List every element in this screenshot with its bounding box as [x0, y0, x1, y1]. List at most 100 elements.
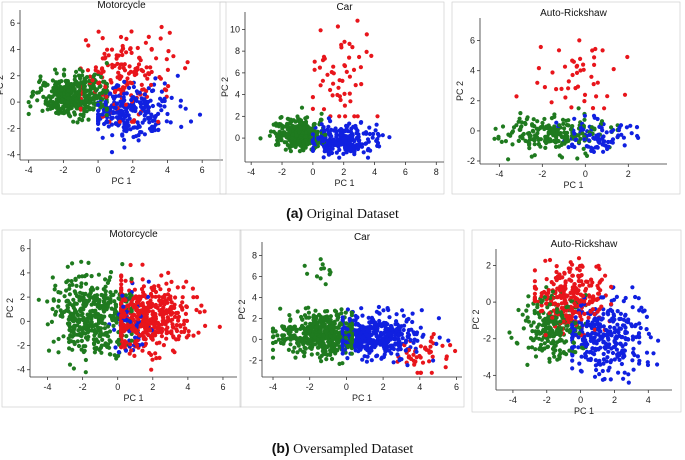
data-point-green [516, 307, 521, 313]
data-point-red [590, 106, 596, 111]
data-point-green [284, 135, 289, 140]
data-point-green [77, 298, 83, 303]
data-point-blue [392, 337, 397, 342]
data-point-blue [606, 368, 611, 373]
data-point-red [539, 294, 544, 299]
data-point-blue [122, 79, 127, 84]
data-point-green [287, 313, 292, 318]
data-point-red [574, 289, 579, 294]
data-point-red [559, 86, 564, 91]
data-point-red [142, 293, 147, 298]
data-point-blue [123, 348, 129, 353]
data-point-green [319, 111, 324, 116]
data-point-green [527, 134, 532, 139]
data-point-blue [436, 316, 441, 321]
data-point-green [41, 94, 46, 99]
data-point-red [132, 287, 137, 292]
y-tick-label: 4 [235, 90, 240, 100]
data-point-red [431, 332, 436, 337]
data-point-red [338, 97, 343, 103]
data-point-blue [151, 88, 156, 93]
data-point-red [602, 106, 607, 111]
data-point-green [71, 119, 76, 124]
data-point-red [581, 293, 586, 298]
data-point-red [184, 318, 190, 323]
data-point-red [174, 323, 179, 328]
data-point-green [108, 290, 113, 295]
data-point-green [540, 348, 545, 353]
data-point-blue [109, 122, 114, 127]
data-point-blue [397, 343, 402, 348]
data-point-red [166, 270, 171, 275]
data-point-green [111, 292, 116, 297]
data-point-blue [638, 325, 643, 331]
data-point-blue [630, 358, 635, 363]
data-point-green [575, 156, 580, 161]
data-point-red [572, 282, 577, 287]
data-point-green [530, 137, 536, 142]
data-point-green [40, 108, 45, 113]
data-point-red [164, 57, 169, 62]
data-point-green [580, 131, 585, 136]
data-point-green [300, 317, 305, 322]
data-point-green [277, 122, 282, 127]
data-point-red [197, 310, 202, 315]
data-point-red [196, 330, 201, 335]
data-point-blue [140, 106, 145, 111]
data-point-red [128, 302, 133, 307]
data-point-blue [359, 144, 365, 149]
data-point-blue [328, 147, 333, 152]
data-point-blue [612, 317, 617, 322]
data-point-blue [347, 136, 352, 141]
data-point-green [111, 323, 116, 328]
data-point-blue [158, 96, 163, 101]
x-tick-label: 4 [646, 395, 651, 405]
data-point-red [554, 87, 559, 92]
data-point-green [34, 90, 40, 95]
data-point-blue [140, 342, 145, 347]
data-point-blue [113, 345, 118, 350]
data-point-green [521, 326, 526, 331]
data-point-green [116, 296, 121, 301]
data-point-green [35, 98, 40, 103]
x-tick-label: -2 [278, 167, 286, 177]
data-point-blue [375, 140, 381, 146]
data-point-green [303, 321, 308, 326]
data-point-green [299, 326, 304, 331]
data-point-red [169, 329, 174, 334]
data-point-blue [355, 321, 360, 327]
data-point-green [270, 340, 276, 346]
data-point-blue [570, 332, 575, 337]
data-point-blue [400, 308, 405, 313]
data-point-blue [145, 294, 151, 299]
data-point-blue [353, 125, 358, 130]
data-point-green [562, 340, 567, 345]
data-point-red [609, 284, 614, 289]
data-point-red [587, 294, 592, 299]
x-tick-label: -4 [44, 382, 52, 392]
data-point-red [144, 65, 149, 70]
data-point-green [332, 308, 338, 313]
data-point-green [325, 352, 330, 357]
data-point-blue [630, 285, 635, 290]
data-point-red [114, 56, 119, 61]
data-point-green [323, 325, 328, 330]
data-point-red [117, 65, 122, 70]
data-point-red [171, 54, 176, 59]
panel-frame [451, 1, 681, 195]
data-point-blue [333, 126, 338, 131]
data-point-blue [146, 106, 151, 111]
data-point-blue [126, 85, 132, 90]
data-point-red [157, 355, 162, 360]
data-point-blue [381, 343, 386, 348]
y-tick-label: 0 [252, 334, 257, 344]
data-point-green [561, 121, 566, 126]
data-point-green [80, 329, 85, 334]
data-point-blue [325, 146, 330, 151]
data-point-blue [626, 380, 631, 385]
data-point-blue [586, 138, 592, 143]
data-point-green [124, 334, 129, 339]
data-point-green [561, 350, 566, 355]
data-point-red [153, 289, 159, 295]
